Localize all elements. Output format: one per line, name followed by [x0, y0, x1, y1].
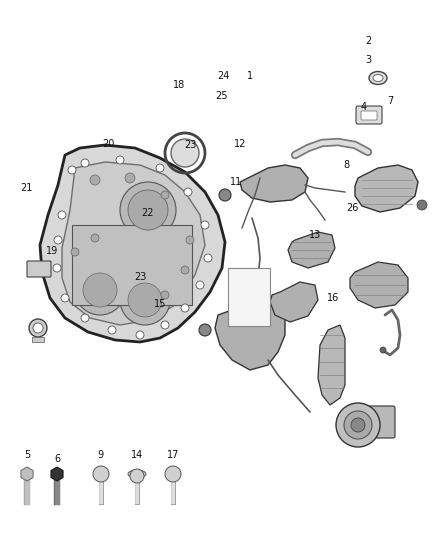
Circle shape	[75, 265, 125, 315]
Text: 23: 23	[184, 140, 197, 150]
Circle shape	[83, 273, 117, 307]
Circle shape	[53, 264, 61, 272]
Circle shape	[68, 166, 76, 174]
Text: 22: 22	[141, 208, 153, 218]
Circle shape	[201, 221, 209, 229]
Polygon shape	[21, 467, 33, 481]
FancyBboxPatch shape	[27, 261, 51, 277]
Text: 23: 23	[134, 272, 146, 282]
FancyBboxPatch shape	[72, 225, 192, 305]
Text: 19: 19	[46, 246, 59, 255]
Circle shape	[54, 236, 62, 244]
Circle shape	[336, 403, 380, 447]
Circle shape	[204, 254, 212, 262]
Circle shape	[29, 319, 47, 337]
FancyBboxPatch shape	[361, 111, 377, 120]
FancyBboxPatch shape	[356, 406, 395, 438]
Text: 18: 18	[173, 80, 185, 90]
Text: 11: 11	[230, 177, 243, 187]
Circle shape	[351, 418, 365, 432]
Circle shape	[81, 314, 89, 322]
Text: 16: 16	[327, 294, 339, 303]
Circle shape	[116, 156, 124, 164]
Text: 3: 3	[365, 55, 371, 64]
Text: 1: 1	[247, 71, 253, 80]
Text: 12: 12	[234, 139, 246, 149]
Circle shape	[380, 347, 386, 353]
Polygon shape	[62, 162, 205, 325]
FancyBboxPatch shape	[228, 268, 270, 326]
Polygon shape	[318, 325, 345, 405]
FancyBboxPatch shape	[356, 106, 382, 124]
Polygon shape	[215, 295, 285, 370]
Circle shape	[186, 236, 194, 244]
Circle shape	[161, 191, 169, 199]
Text: 5: 5	[24, 450, 30, 459]
Circle shape	[417, 200, 427, 210]
Text: 24: 24	[217, 71, 230, 80]
Circle shape	[181, 266, 189, 274]
Text: 7: 7	[387, 96, 393, 106]
Circle shape	[93, 466, 109, 482]
Polygon shape	[40, 145, 225, 342]
Text: 21: 21	[20, 183, 32, 192]
Text: 2: 2	[365, 36, 371, 45]
Circle shape	[161, 291, 169, 299]
Circle shape	[33, 323, 43, 333]
Polygon shape	[350, 262, 408, 308]
Circle shape	[161, 321, 169, 329]
Text: 8: 8	[343, 160, 349, 170]
Polygon shape	[240, 165, 308, 202]
Ellipse shape	[373, 75, 383, 82]
Circle shape	[181, 304, 189, 312]
Circle shape	[196, 281, 204, 289]
Text: 20: 20	[102, 139, 115, 149]
Circle shape	[120, 275, 170, 325]
Polygon shape	[355, 165, 418, 212]
Circle shape	[90, 175, 100, 185]
Circle shape	[156, 164, 164, 172]
Circle shape	[130, 469, 144, 483]
Polygon shape	[51, 467, 63, 481]
Text: 26: 26	[346, 203, 359, 213]
Text: 25: 25	[215, 91, 227, 101]
FancyBboxPatch shape	[32, 337, 44, 342]
Circle shape	[61, 294, 69, 302]
Circle shape	[219, 189, 231, 201]
Circle shape	[136, 331, 144, 339]
Circle shape	[128, 283, 162, 317]
Circle shape	[165, 466, 181, 482]
Circle shape	[108, 326, 116, 334]
Text: 9: 9	[98, 450, 104, 459]
Circle shape	[344, 411, 372, 439]
Polygon shape	[288, 232, 335, 268]
Text: 14: 14	[131, 450, 143, 459]
Ellipse shape	[369, 71, 387, 85]
Circle shape	[171, 139, 199, 167]
Polygon shape	[270, 282, 318, 322]
Circle shape	[81, 159, 89, 167]
Ellipse shape	[128, 470, 146, 478]
Text: 17: 17	[167, 450, 179, 459]
Circle shape	[120, 182, 176, 238]
Circle shape	[58, 211, 66, 219]
Circle shape	[128, 190, 168, 230]
Text: 15: 15	[154, 299, 166, 309]
Text: 6: 6	[54, 455, 60, 464]
Circle shape	[71, 248, 79, 256]
Text: 4: 4	[360, 102, 367, 111]
Circle shape	[199, 324, 211, 336]
Text: 13: 13	[309, 230, 321, 239]
Circle shape	[125, 173, 135, 183]
Circle shape	[91, 234, 99, 242]
Circle shape	[184, 188, 192, 196]
